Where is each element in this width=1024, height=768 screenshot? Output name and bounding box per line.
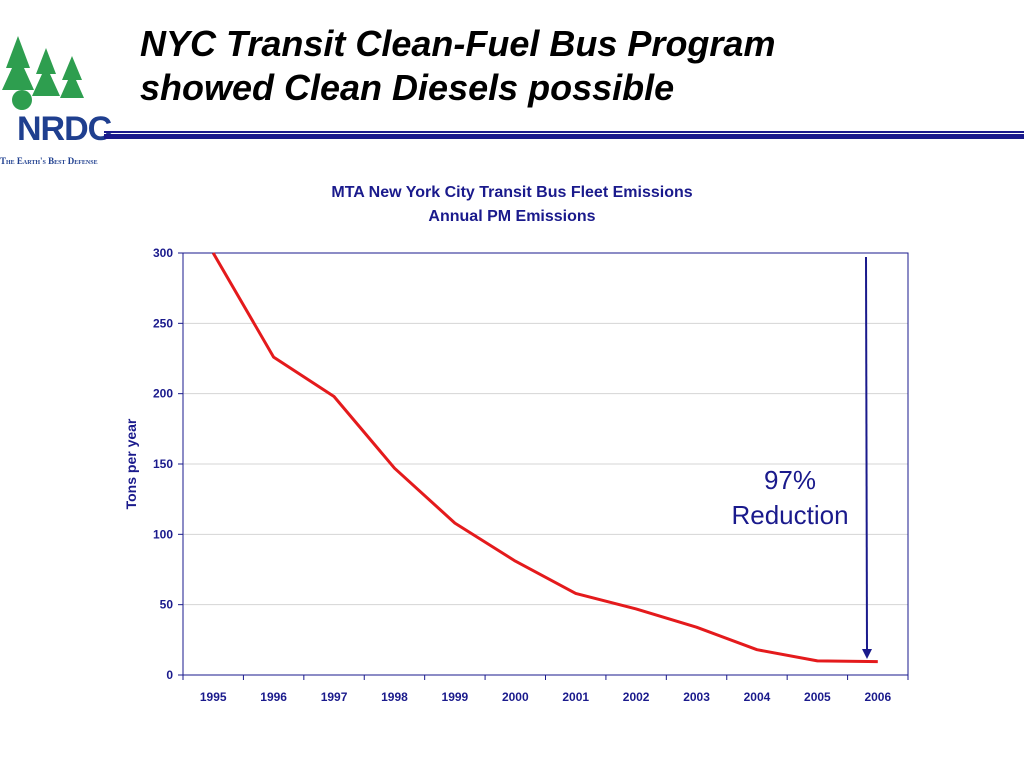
slide-title-line2: showed Clean Diesels possible (140, 67, 675, 108)
x-tick-label: 2006 (864, 690, 891, 704)
x-tick-label: 2005 (804, 690, 831, 704)
gridlines (183, 322, 908, 606)
logo-wordmark: NRDC (17, 110, 112, 148)
x-tick-label: 1995 (200, 690, 227, 704)
y-tick-label: 200 (153, 387, 173, 401)
slide-title: NYC Transit Clean-Fuel Bus Program showe… (140, 22, 775, 110)
reduction-arrow (862, 256, 872, 659)
x-tick-label: 2003 (683, 690, 710, 704)
y-tick-label: 250 (153, 316, 173, 330)
x-axis: 1995 1996 1997 1998 1999 2000 2001 2002 2003 2004… (182, 675, 909, 704)
y-tick-label: 300 (153, 246, 173, 260)
tree-icon (2, 36, 84, 110)
x-tick-label: 1999 (442, 690, 469, 704)
x-tick-label: 2001 (562, 690, 589, 704)
y-tick-label: 150 (153, 457, 173, 471)
x-tick-label: 2000 (502, 690, 529, 704)
annotation-label: Reduction (731, 500, 848, 530)
x-tick-label: 1997 (321, 690, 348, 704)
y-tick-label: 0 (166, 668, 173, 682)
title-divider-thin (104, 131, 1024, 133)
y-axis-label: Tons per year (123, 418, 139, 509)
x-tick-label: 1998 (381, 690, 408, 704)
logo-tagline: The Earth's Best Defense (0, 156, 98, 166)
y-tick-label: 50 (160, 598, 174, 612)
reduction-arrow-shaft (865, 256, 868, 652)
y-tick-label: 100 (153, 527, 173, 541)
series-line (211, 252, 878, 664)
chart-subtitle: Annual PM Emissions (428, 208, 595, 225)
y-axis: 0 50 100 150 200 250 300 (153, 246, 183, 682)
annotation-percent: 97% (764, 465, 816, 495)
slide-title-line1: NYC Transit Clean-Fuel Bus Program (140, 23, 776, 64)
title-divider-thick (104, 134, 1024, 139)
arrow-head-icon (862, 649, 872, 659)
x-tick-label: 2004 (744, 690, 771, 704)
x-tick-label: 1996 (260, 690, 287, 704)
x-tick-label: 2002 (623, 690, 650, 704)
chart-title: MTA New York City Transit Bus Fleet Emis… (331, 184, 692, 201)
nrdc-logo: NRDC The Earth's Best Defense (0, 28, 115, 166)
